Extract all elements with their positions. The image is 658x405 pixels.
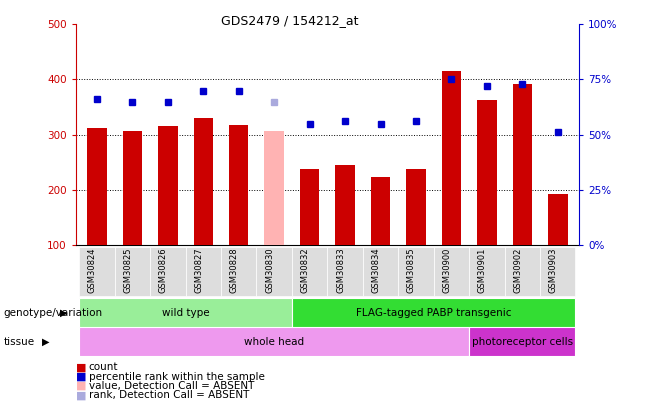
Bar	[442, 71, 461, 245]
Text: GDS2479 / 154212_at: GDS2479 / 154212_at	[221, 14, 358, 27]
Text: GSM30832: GSM30832	[301, 247, 310, 293]
Text: ■: ■	[76, 390, 86, 400]
Bar	[292, 298, 576, 327]
Text: tissue: tissue	[3, 337, 34, 347]
Text: ▶: ▶	[42, 337, 49, 347]
Text: GSM30826: GSM30826	[159, 247, 168, 293]
Text: GSM30900: GSM30900	[442, 247, 451, 293]
Text: rank, Detection Call = ABSENT: rank, Detection Call = ABSENT	[89, 390, 249, 400]
Bar	[193, 118, 213, 245]
Bar	[292, 247, 327, 296]
Bar	[79, 298, 292, 327]
Text: genotype/variation: genotype/variation	[3, 308, 103, 318]
Text: GSM30830: GSM30830	[265, 247, 274, 293]
Bar	[158, 126, 178, 245]
Text: ■: ■	[76, 381, 86, 391]
Bar	[327, 247, 363, 296]
Bar	[434, 247, 469, 296]
Bar	[477, 100, 497, 245]
Text: GSM30833: GSM30833	[336, 247, 345, 293]
Text: percentile rank within the sample: percentile rank within the sample	[89, 372, 265, 382]
Text: GSM30827: GSM30827	[194, 247, 203, 293]
Text: GSM30903: GSM30903	[549, 247, 558, 293]
Text: GSM30902: GSM30902	[513, 247, 522, 293]
Bar	[505, 247, 540, 296]
Bar	[186, 247, 221, 296]
Bar	[300, 169, 319, 245]
Bar	[79, 247, 114, 296]
Text: GSM30835: GSM30835	[407, 247, 416, 293]
Bar	[336, 165, 355, 245]
Text: FLAG-tagged PABP transgenic: FLAG-tagged PABP transgenic	[356, 308, 511, 318]
Bar	[540, 247, 576, 296]
Bar	[229, 125, 249, 245]
Bar	[79, 327, 469, 356]
Bar	[122, 131, 142, 245]
Text: ■: ■	[76, 372, 86, 382]
Text: whole head: whole head	[244, 337, 304, 347]
Bar	[469, 327, 576, 356]
Text: ▶: ▶	[60, 308, 67, 318]
Bar	[548, 194, 567, 245]
Bar	[398, 247, 434, 296]
Text: value, Detection Call = ABSENT: value, Detection Call = ABSENT	[89, 381, 254, 391]
Text: photoreceptor cells: photoreceptor cells	[472, 337, 573, 347]
Bar	[257, 247, 292, 296]
Bar	[406, 169, 426, 245]
Text: GSM30834: GSM30834	[372, 247, 380, 293]
Bar	[370, 177, 390, 245]
Bar	[363, 247, 398, 296]
Text: count: count	[89, 362, 118, 372]
Text: ■: ■	[76, 362, 86, 372]
Bar	[88, 128, 107, 245]
Bar	[221, 247, 257, 296]
Bar	[265, 131, 284, 245]
Text: GSM30825: GSM30825	[124, 247, 132, 293]
Bar	[469, 247, 505, 296]
Text: GSM30901: GSM30901	[478, 247, 487, 293]
Bar	[114, 247, 150, 296]
Bar	[150, 247, 186, 296]
Text: wild type: wild type	[162, 308, 209, 318]
Bar	[513, 84, 532, 245]
Text: GSM30828: GSM30828	[230, 247, 239, 293]
Text: GSM30824: GSM30824	[88, 247, 97, 293]
